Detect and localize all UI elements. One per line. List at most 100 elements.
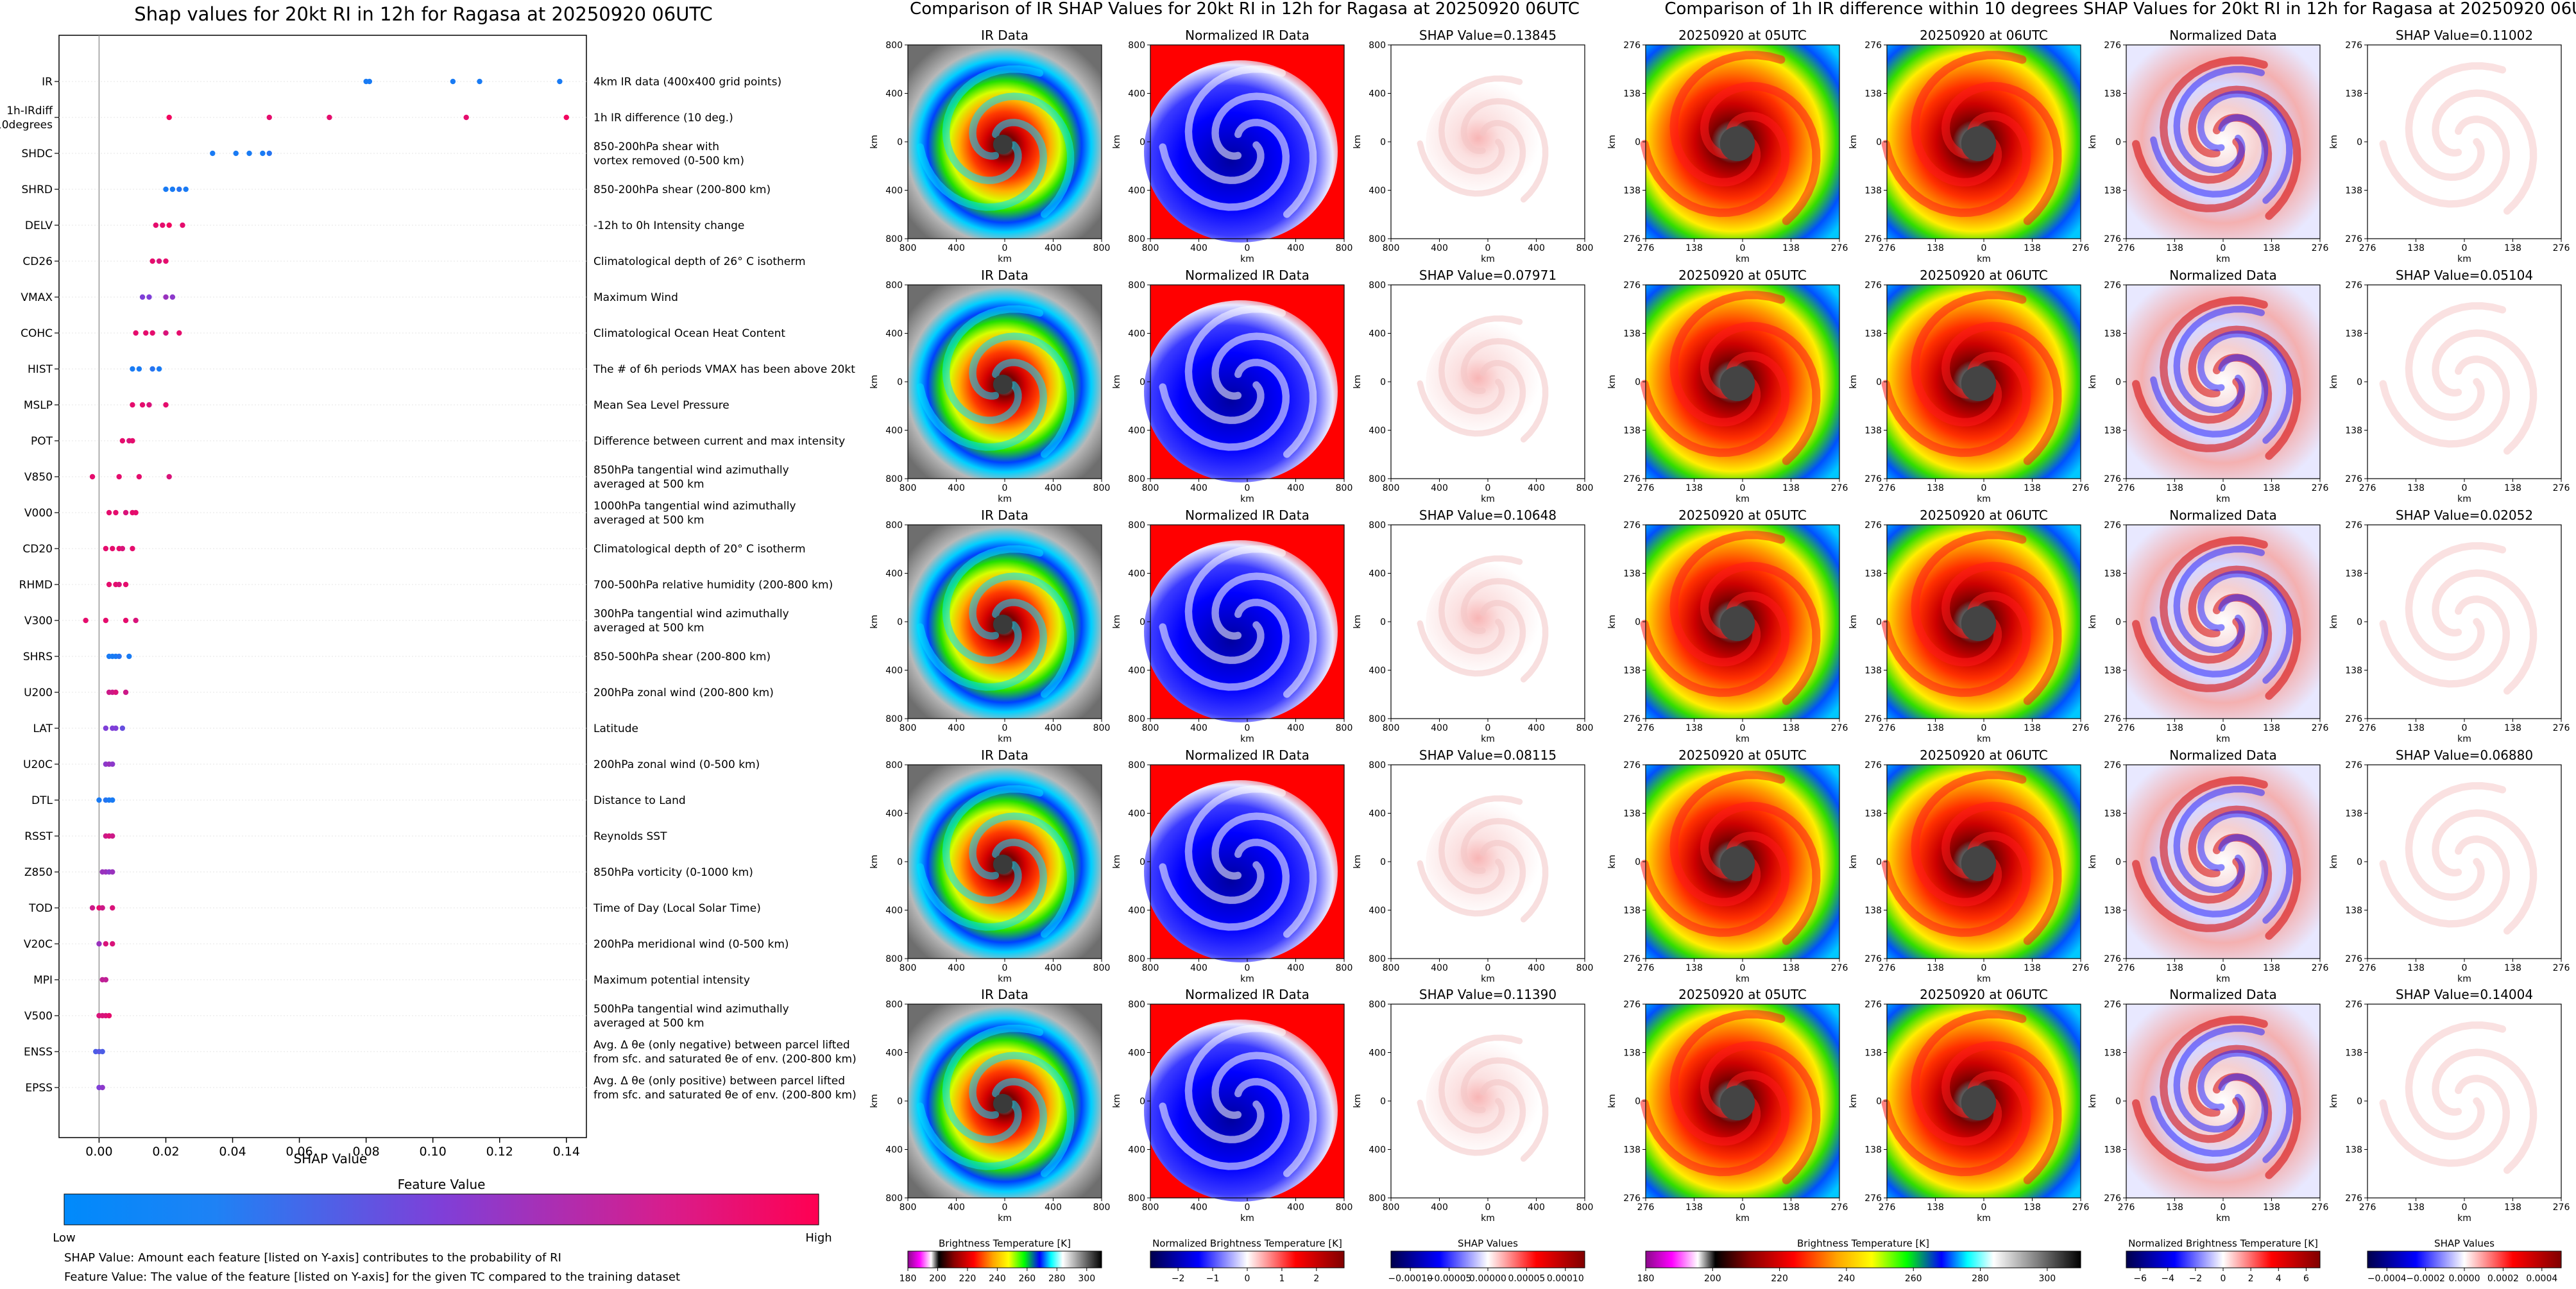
norm-cold-region <box>1144 300 1338 482</box>
feature-description-line: Avg. Δ θe (only negative) between parcel… <box>593 1039 850 1052</box>
feature-value-colorbar <box>64 1193 819 1225</box>
map-x-tick-label: 138 <box>2166 243 2183 253</box>
map-y-tick-label: 138 <box>1623 186 1641 196</box>
shap-point <box>99 905 105 911</box>
colorbar-tick-label: 0 <box>2221 1274 2226 1284</box>
feature-description: Maximum potential intensity <box>593 974 750 987</box>
map-x-tick-label: 800 <box>1093 243 1111 253</box>
map-x-tick-label: 138 <box>2504 243 2521 253</box>
map-y-tick-label: 276 <box>2345 954 2362 964</box>
shap-point <box>119 545 126 552</box>
map-y-tick-label: 0 <box>1876 377 1882 388</box>
shap-point <box>450 78 456 85</box>
norm-rainband <box>1211 332 1317 458</box>
feature-description: Distance to Land <box>593 794 686 807</box>
map-y-tick-label: 800 <box>885 1193 903 1204</box>
summary-title: Shap values for 20kt RI in 12h for Ragas… <box>134 3 712 25</box>
ir-zoom-band <box>1941 801 2062 945</box>
map-y-tick-label: 400 <box>1369 906 1386 916</box>
shap-point <box>113 509 119 516</box>
feature-name-line: IR <box>42 76 53 89</box>
map-y-tick-label: 0 <box>897 137 903 148</box>
map-y-tick-label: 0 <box>1380 617 1386 627</box>
map-y-tick-label: 400 <box>885 906 903 916</box>
ir-zoom-band <box>1669 531 1786 667</box>
feature-description-line: 1000hPa tangential wind azimuthally <box>593 500 796 513</box>
map-panel-title: SHAP Value=0.06880 <box>2396 747 2533 763</box>
map-x-tick-label: 138 <box>2407 723 2425 733</box>
map-x-tick-label: 800 <box>1336 243 1353 253</box>
feature-name-label: RSST <box>24 830 53 843</box>
map-x-tick-label: 400 <box>1045 243 1062 253</box>
map-panel-title: SHAP Value=0.10648 <box>1419 508 1557 523</box>
map-y-axis-label: km <box>1112 135 1122 149</box>
shap-point <box>139 294 146 300</box>
ir-rainband <box>942 305 1044 424</box>
map-y-axis-label: km <box>2088 615 2098 629</box>
map-x-tick-label: 800 <box>1336 483 1353 493</box>
map-y-tick-label: 138 <box>2345 1145 2362 1156</box>
map-y-tick-label: 138 <box>1623 569 1641 579</box>
colorbar-tick-label: −6 <box>2133 1274 2147 1284</box>
map-panel-title: 20250920 at 05UTC <box>1678 268 1807 283</box>
shap-point <box>130 402 135 408</box>
map-x-tick-label: 400 <box>1190 1202 1207 1213</box>
feature-name-label: V500 <box>24 1010 53 1023</box>
colorbar-tick-label: 180 <box>1637 1274 1655 1284</box>
ir-zoom-eye <box>1719 606 1755 642</box>
map-y-tick-label: 138 <box>1864 89 1882 99</box>
map-panel-title: 20250920 at 06UTC <box>1920 268 2048 283</box>
map-x-tick-label: 138 <box>2407 243 2425 253</box>
map-y-tick-label: 138 <box>2345 809 2362 819</box>
map-y-tick-label: 400 <box>1128 809 1145 819</box>
map-y-axis-label: km <box>1607 135 1617 149</box>
ir-rainband <box>969 332 1075 458</box>
colorbar-gradient <box>1150 1251 1345 1268</box>
map-x-tick-label: 138 <box>2407 1202 2425 1213</box>
map-y-axis-label: km <box>1848 1094 1859 1108</box>
shap-point <box>119 725 126 731</box>
norm-rainband <box>1159 119 1290 211</box>
shap-point <box>153 222 159 228</box>
norm-rainband <box>1184 305 1286 424</box>
colorbar-tick-label: 0 <box>1245 1274 1250 1284</box>
shap-point <box>160 222 166 228</box>
map-y-tick-label: 276 <box>1864 520 1882 531</box>
map-y-tick-label: 400 <box>1128 569 1145 579</box>
map-y-tick-label: 138 <box>2104 1145 2121 1156</box>
map-y-tick-label: 276 <box>1623 1000 1641 1010</box>
shap-point <box>119 438 126 444</box>
colorbar-label: SHAP Values <box>1458 1238 1518 1249</box>
feature-name-label: MPI <box>33 974 53 987</box>
feature-name-label: U200 <box>24 687 53 699</box>
map-y-tick-label: 276 <box>2345 474 2362 484</box>
shap-point <box>146 294 152 300</box>
map-x-tick-label: 0 <box>2462 483 2468 493</box>
map-x-tick-label: 400 <box>1287 1202 1304 1213</box>
ir-zoom-eye <box>1719 1085 1755 1121</box>
map-x-tick-label: 0 <box>1981 1202 1987 1213</box>
map-y-tick-label: 0 <box>1139 137 1145 148</box>
map-y-tick-label: 138 <box>2104 906 2121 916</box>
map-x-tick-label: 138 <box>1927 963 1944 973</box>
feature-description-line: Climatological Ocean Heat Content <box>593 327 785 340</box>
map-panel-title: 20250920 at 06UTC <box>1920 747 2048 763</box>
map-x-axis-label: km <box>1736 1213 1750 1224</box>
map-y-axis-label: km <box>1607 855 1617 869</box>
map-x-tick-label: 0 <box>1485 963 1491 973</box>
ir-zoom-band <box>1911 1010 2027 1146</box>
map-y-tick-label: 138 <box>2345 186 2362 196</box>
feature-description: 500hPa tangential wind azimuthally averag… <box>593 1003 789 1030</box>
colorbar-tick-label: 0.0004 <box>2526 1274 2557 1284</box>
ir-zoom-band <box>1881 592 2031 697</box>
map-y-tick-label: 400 <box>1128 906 1145 916</box>
map-y-axis-label: km <box>1607 375 1617 389</box>
